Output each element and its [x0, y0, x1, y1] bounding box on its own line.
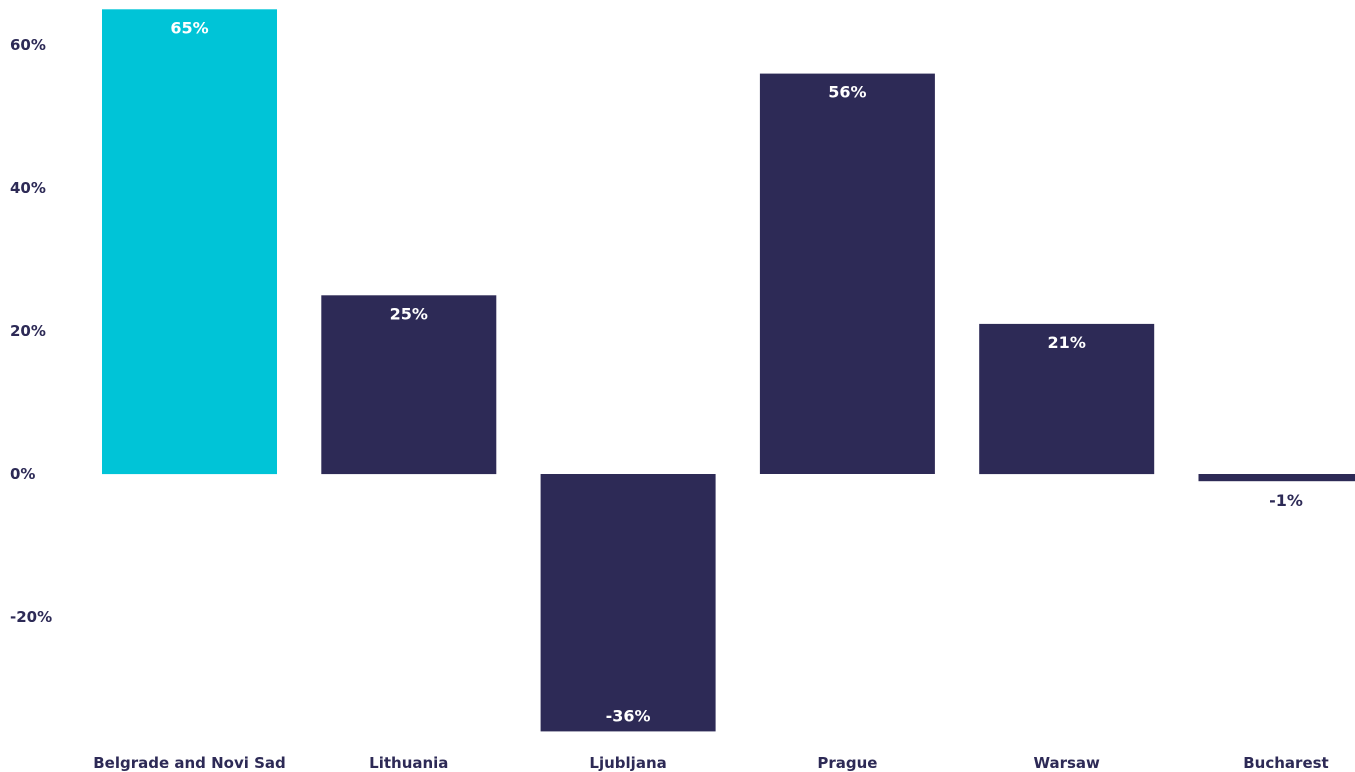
bar-lithuania [321, 295, 497, 475]
y-tick-label: 0% [10, 465, 35, 483]
y-tick-label: -20% [10, 608, 52, 626]
bar-belgrade-and-novi-sad [102, 9, 277, 475]
bar-prague [759, 73, 935, 474]
data-label: 25% [390, 304, 428, 323]
x-tick-label: Warsaw [1033, 754, 1100, 772]
y-axis: 60% 40% 20% 0% -20% [10, 36, 52, 626]
y-tick-label: 20% [10, 322, 46, 340]
y-tick-label: 40% [10, 179, 46, 197]
bars-group [102, 9, 1355, 732]
data-label: -1% [1269, 491, 1303, 510]
data-label: -36% [606, 706, 651, 725]
bar-ljubljana [540, 474, 716, 732]
x-tick-label: Belgrade and Novi Sad [93, 754, 286, 772]
y-tick-label: 60% [10, 36, 46, 54]
bar-bucharest [1198, 474, 1355, 482]
x-tick-label: Bucharest [1243, 754, 1328, 772]
data-label: 21% [1048, 333, 1086, 352]
data-label: 65% [170, 18, 208, 37]
data-label: 56% [828, 83, 866, 102]
x-tick-label: Prague [817, 754, 877, 772]
x-tick-label: Ljubljana [589, 754, 666, 772]
x-axis: Belgrade and Novi Sad Lithuania Ljubljana P… [93, 754, 1329, 772]
bar-warsaw [979, 323, 1155, 475]
data-labels-group: 65% 25% -36% 56% 21% -1% [170, 18, 1303, 725]
x-tick-label: Lithuania [369, 754, 448, 772]
